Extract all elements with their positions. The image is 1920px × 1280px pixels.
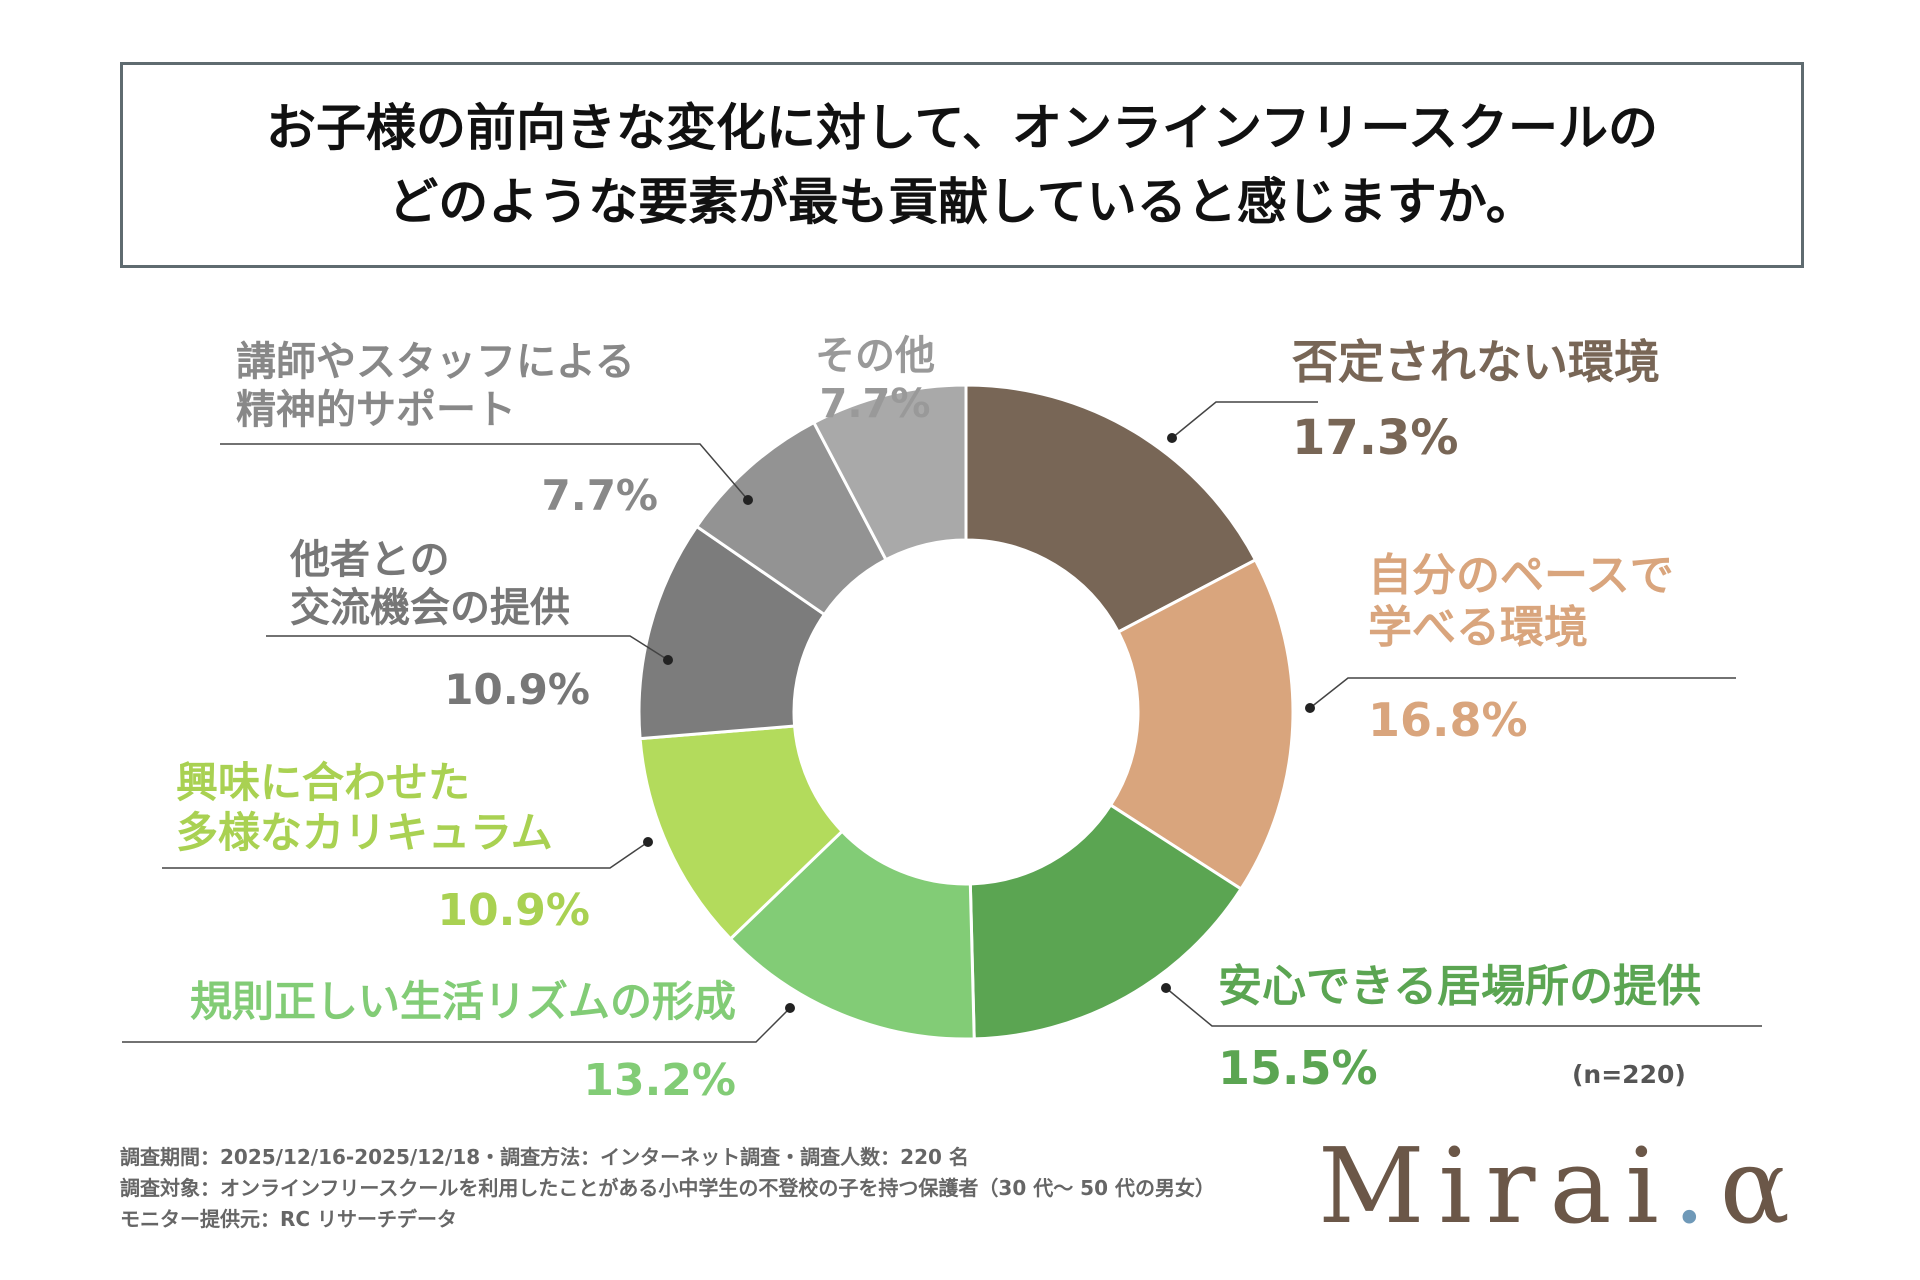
survey-footer: 調査期間：2025/12/16-2025/12/18・調査方法：インターネット調… [120,1142,1215,1235]
label-slice-5-percent: 10.9% [444,665,590,714]
label-slice-6-percent: 7.7% [541,471,658,520]
logo-dot: . [1672,1125,1720,1247]
label-slice-5: 他者との 交流機会の提供 10.9% [290,536,590,718]
donut-slice-2 [968,803,1244,1041]
label-slice-5-name-line-1: 他者との [290,537,450,583]
donut-slice-0 [964,383,1258,635]
leader-line-0 [1171,401,1318,439]
label-slice-6: 講師やスタッフによる 精神的サポート 7.7% [236,338,658,524]
leader-line-4 [162,841,649,869]
leader-line-6 [220,443,749,501]
label-slice-5-name-line-2: 交流機会の提供 [290,585,570,631]
label-slice-0-percent: 17.3% [1292,410,1459,466]
footer-line-3: モニター提供元：RC リサーチデータ [120,1207,458,1231]
sample-size-note: (n=220) [1572,1060,1686,1089]
leader-dot-3 [785,1003,795,1013]
label-slice-7-name: その他 [815,333,935,379]
label-slice-1-name-line-2: 学べる環境 [1368,602,1588,653]
mirai-alpha-logo: Mirai.α [1318,1124,1804,1248]
label-slice-6-name-line-1: 講師やスタッフによる [236,339,635,385]
logo-suffix: α [1719,1125,1805,1247]
label-slice-3-percent: 13.2% [583,1055,736,1106]
leader-dot-4 [643,837,653,847]
label-slice-2: 安心できる居場所の提供 15.5% [1218,958,1701,1098]
label-slice-7: その他 7.7% [810,332,940,428]
question-title-line-1: お子様の前向きな変化に対して、オンラインフリースクールの [266,99,1658,157]
footer-line-1: 調査期間：2025/12/16-2025/12/18・調査方法：インターネット調… [120,1145,969,1169]
leader-dot-2 [1161,983,1171,993]
leader-dot-0 [1167,433,1177,443]
label-slice-1: 自分のペースで 学べる環境 16.8% [1368,550,1674,750]
label-slice-6-name-line-2: 精神的サポート [236,387,516,433]
leader-line-2 [1165,987,1762,1027]
leader-line-1 [1309,677,1736,709]
footer-line-2: 調査対象：オンラインフリースクールを利用したことがある小中学生の不登校の子を持つ… [120,1176,1215,1200]
label-slice-1-percent: 16.8% [1368,693,1528,747]
label-slice-4-percent: 10.9% [437,885,590,936]
label-slice-1-name-line-1: 自分のペースで [1368,550,1674,601]
question-title-box: お子様の前向きな変化に対して、オンラインフリースクールの どのような要素が最も貢… [120,62,1804,268]
leader-dot-5 [663,655,673,665]
leader-dot-6 [743,495,753,505]
label-slice-3-name: 規則正しい生活リズムの形成 [189,977,736,1026]
donut-slice-1 [1108,557,1295,892]
label-slice-4-name-line-2: 多様なカリキュラム [176,808,553,857]
leader-line-5 [266,635,669,661]
donut-slice-7 [811,383,968,562]
logo-main: Mirai [1318,1125,1673,1247]
label-slice-3: 規則正しい生活リズムの形成 13.2% [136,974,736,1110]
label-slice-2-percent: 15.5% [1218,1041,1378,1095]
question-title-line-2: どのような要素が最も貢献していると感じますか。 [388,173,1536,231]
label-slice-0: 否定されない環境 17.3% [1292,332,1660,470]
leader-line-3 [122,1007,791,1043]
label-slice-4-name-line-1: 興味に合わせた [176,758,471,807]
label-slice-4: 興味に合わせた 多様なカリキュラム 10.9% [176,758,590,940]
label-slice-0-name: 否定されない環境 [1292,335,1660,389]
leader-dot-1 [1305,703,1315,713]
label-slice-2-name: 安心できる居場所の提供 [1218,961,1702,1012]
label-slice-7-percent: 7.7% [819,381,931,427]
